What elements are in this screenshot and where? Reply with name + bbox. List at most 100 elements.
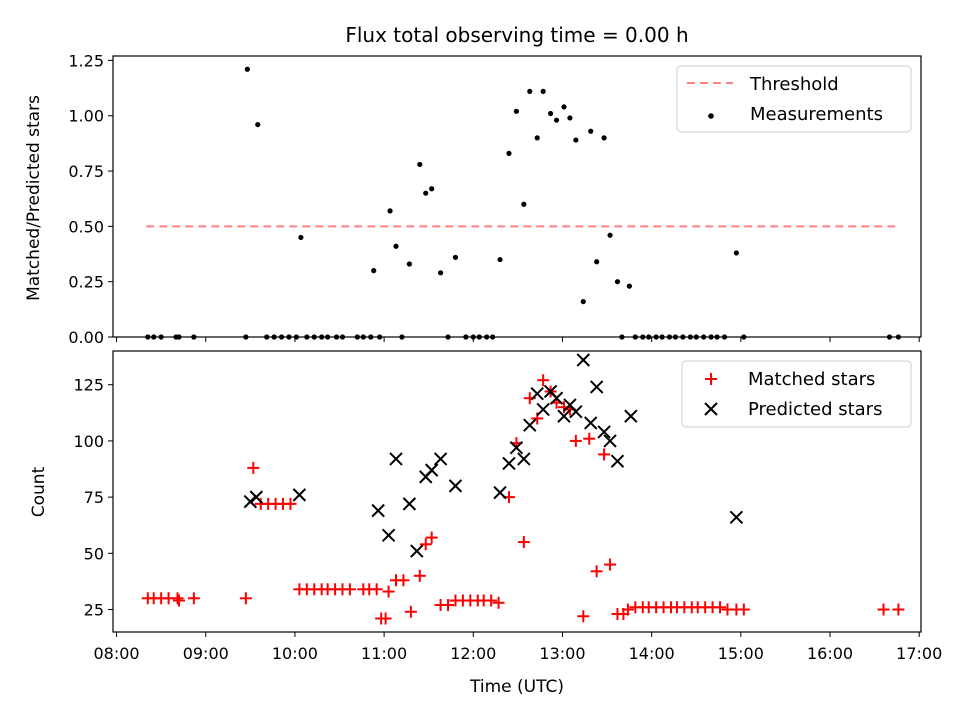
matched-star-point xyxy=(485,594,498,607)
matched-star-point xyxy=(419,538,432,551)
measurement-point xyxy=(521,201,527,207)
top-y-tick-label: 0.00 xyxy=(68,328,104,347)
predicted-star-point xyxy=(292,488,307,502)
top-plot-frame xyxy=(112,55,922,338)
measurement-point xyxy=(387,208,393,214)
top-y-tick-label: 0.50 xyxy=(68,217,104,236)
predicted-star-point xyxy=(610,454,625,468)
matched-star-point xyxy=(404,605,417,618)
matched-star-point xyxy=(583,432,596,445)
bottom-legend-box xyxy=(681,360,912,428)
measurement-point xyxy=(417,161,423,168)
measurement-point xyxy=(393,243,399,249)
matched-star-point xyxy=(492,596,505,609)
measurement-point xyxy=(452,254,459,260)
measurement-point xyxy=(547,110,554,117)
bottom-plot-marks xyxy=(141,353,905,625)
matched-star-point xyxy=(569,434,582,447)
top-y-tick-label: 0.75 xyxy=(68,162,104,181)
matched-star-point xyxy=(284,497,297,510)
measurement-point xyxy=(497,256,503,263)
matched-star-point xyxy=(737,603,750,616)
top-legend-box xyxy=(676,65,912,133)
predicted-star-point xyxy=(569,404,583,419)
matched-star-point xyxy=(187,592,200,605)
matched-star-point xyxy=(382,585,395,598)
measurement-point xyxy=(255,121,261,128)
top-legend: Threshold Measurements xyxy=(676,65,912,133)
legend-threshold-label: Threshold xyxy=(749,74,839,95)
bottom-panel: Count Time (UTC) 08:00 09:00 10:00 11:00 12:… xyxy=(29,350,942,697)
predicted-star-point xyxy=(624,409,638,423)
measurement-point xyxy=(626,283,632,289)
matched-star-point xyxy=(714,601,727,614)
predicted-star-point xyxy=(410,544,424,558)
legend-predicted-label: Predicted stars xyxy=(748,399,882,420)
matched-star-point xyxy=(517,536,530,549)
predicted-star-point xyxy=(249,490,263,504)
predicted-star-point xyxy=(502,456,516,471)
measurement-point xyxy=(553,117,560,123)
matched-star-point xyxy=(877,603,890,616)
bottom-x-tick-label: 08:00 xyxy=(94,644,140,663)
measurement-point xyxy=(506,150,512,156)
measurement-point xyxy=(298,234,304,241)
measurement-point xyxy=(567,115,573,121)
predicted-star-point xyxy=(402,497,417,511)
bottom-x-tick-label: 15:00 xyxy=(718,644,764,663)
predicted-star-point xyxy=(517,452,531,466)
matched-star-point xyxy=(172,594,185,607)
measurement-point xyxy=(534,135,540,141)
predicted-star-point xyxy=(493,485,507,500)
measurement-point xyxy=(573,137,579,143)
legend-predicted-swatch xyxy=(704,402,718,416)
measurement-point xyxy=(423,190,429,196)
bottom-y-tick-label: 125 xyxy=(73,376,104,395)
x-axis-label: Time (UTC) xyxy=(469,677,564,697)
measurement-point xyxy=(594,259,600,265)
bottom-plot-frame xyxy=(112,350,922,633)
predicted-star-point xyxy=(381,528,396,543)
matched-star-point xyxy=(442,599,455,612)
predicted-star-point xyxy=(448,479,463,493)
predicted-star-point xyxy=(536,402,550,417)
matched-star-point xyxy=(425,531,438,544)
matched-star-point xyxy=(171,592,184,605)
matched-star-point xyxy=(397,574,410,587)
matched-star-point xyxy=(537,374,550,387)
predicted-star-point xyxy=(530,387,544,401)
measurement-point xyxy=(614,279,621,285)
predicted-star-point xyxy=(371,503,385,518)
matched-star-point xyxy=(343,583,356,596)
measurement-point xyxy=(601,135,607,141)
predicted-star-point xyxy=(603,434,617,448)
matched-star-point xyxy=(379,612,392,625)
chart-title: Flux total observing time = 0.00 h xyxy=(345,23,688,47)
measurement-point xyxy=(527,88,533,95)
predicted-star-point xyxy=(424,463,439,477)
predicted-star-point xyxy=(549,391,564,405)
top-panel: Flux total observing time = 0.00 h Match… xyxy=(24,23,922,347)
bottom-x-tick-label: 14:00 xyxy=(629,644,675,663)
bottom-x-tick-label: 16:00 xyxy=(807,644,853,663)
top-y-tick-label: 0.25 xyxy=(68,273,104,292)
matched-star-point xyxy=(239,592,252,605)
matched-star-point xyxy=(621,603,634,616)
bottom-x-tick-label: 09:00 xyxy=(183,644,229,663)
top-y-tick-label: 1.25 xyxy=(68,51,104,70)
measurement-point xyxy=(437,270,444,276)
top-y-tick-label: 1.00 xyxy=(68,107,104,126)
matched-star-point xyxy=(577,610,590,623)
bottom-x-tick-label: 11:00 xyxy=(361,644,407,663)
bottom-x-tick-label: 17:00 xyxy=(896,644,942,663)
predicted-star-point xyxy=(243,494,258,509)
measurement-point xyxy=(371,268,377,274)
top-y-axis-label: Matched/Predicted stars xyxy=(24,95,44,301)
matched-star-point xyxy=(604,558,617,571)
matched-star-point xyxy=(892,603,905,616)
measurement-point xyxy=(561,104,567,110)
matched-star-point xyxy=(598,448,611,461)
predicted-star-point xyxy=(584,416,598,430)
bottom-y-tick-label: 100 xyxy=(73,432,104,451)
